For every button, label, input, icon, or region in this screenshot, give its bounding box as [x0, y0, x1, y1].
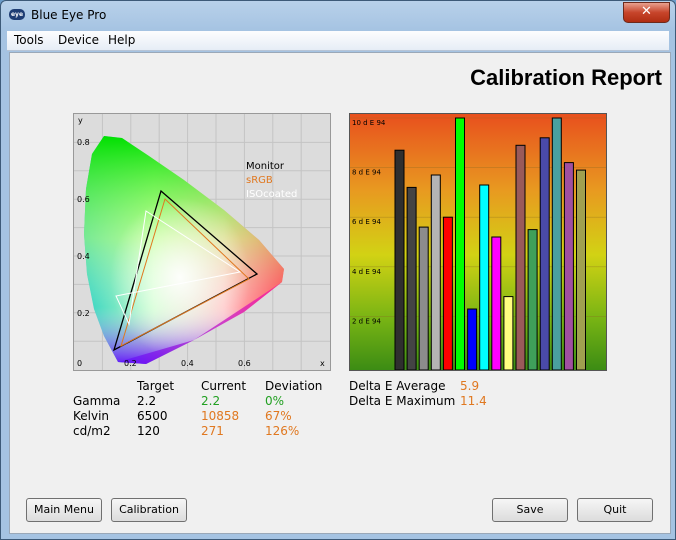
row-luminance-target: 120	[137, 424, 160, 438]
delta-e-bar	[503, 296, 514, 371]
cie-y-tick: 0.6	[77, 195, 90, 204]
header-target: Target	[137, 379, 175, 393]
delta-e-tick-label: 8 d E 94	[352, 169, 381, 177]
close-button[interactable]: ✕	[623, 2, 670, 23]
cie-x-tick: 0.4	[181, 359, 194, 368]
menu-bar: Tools Device Help	[7, 31, 669, 51]
delta-e-tick-label: 10 d E 94	[352, 119, 386, 127]
menu-device[interactable]: Device	[58, 33, 100, 47]
save-button[interactable]: Save	[492, 498, 568, 522]
delta-e-bar	[539, 137, 550, 371]
delta-e-average-label: Delta E Average	[349, 379, 446, 393]
main-menu-button[interactable]: Main Menu	[26, 498, 102, 522]
cie-x-tick: 0.2	[124, 359, 137, 368]
delta-e-bar	[394, 149, 405, 371]
cie-y-axis-label: y	[78, 116, 83, 125]
calibration-button[interactable]: Calibration	[111, 498, 187, 522]
window-title: Blue Eye Pro	[31, 8, 107, 22]
delta-e-bar	[442, 216, 453, 371]
row-kelvin-deviation: 67%	[265, 409, 292, 423]
delta-e-bar	[527, 229, 538, 371]
delta-e-bar	[551, 117, 562, 371]
row-luminance-deviation: 126%	[265, 424, 300, 438]
delta-e-tick-label: 2 d E 94	[352, 317, 381, 325]
row-luminance-current: 271	[201, 424, 224, 438]
delta-e-chart-svg: 10 d E 94 8 d E 94 6 d E 94 4 d E 94 2 d E 9…	[350, 114, 606, 371]
row-kelvin-label: Kelvin	[73, 409, 110, 423]
row-gamma-deviation: 0%	[265, 394, 285, 408]
delta-e-bar	[491, 236, 502, 371]
cie-diagram: y x 0.8 0.6 0.4 0.2 0 0.2 0.4 0.6 Monito…	[73, 113, 331, 371]
delta-e-bar	[479, 184, 490, 371]
cie-x-tick: 0.6	[238, 359, 251, 368]
report-panel: Calibration Report	[9, 52, 671, 534]
menu-tools[interactable]: Tools	[14, 33, 44, 47]
cie-y-tick: 0	[77, 359, 82, 368]
delta-e-bar	[563, 162, 574, 371]
delta-e-bar	[418, 226, 429, 371]
delta-e-bar	[455, 117, 465, 371]
delta-e-tick-label: 6 d E 94	[352, 218, 381, 226]
delta-e-average-value: 5.9	[460, 379, 480, 393]
srgb-gamut	[120, 198, 250, 347]
app-logo-icon: eye	[9, 9, 25, 20]
row-gamma-current: 2.2	[201, 394, 221, 408]
menu-help[interactable]: Help	[108, 33, 136, 47]
delta-e-maximum-label: Delta E Maximum	[349, 394, 456, 408]
row-kelvin-target: 6500	[137, 409, 168, 423]
row-luminance-label: cd/m2	[73, 424, 111, 438]
cie-y-tick: 0.2	[77, 309, 90, 318]
delta-e-tick-label: 4 d E 94	[352, 268, 381, 276]
delta-e-bar	[576, 169, 586, 371]
cie-x-axis-label: x	[320, 359, 325, 368]
delta-e-bar	[467, 308, 478, 371]
cie-y-tick: 0.8	[77, 138, 90, 147]
delta-e-bar	[430, 174, 441, 371]
row-kelvin-current: 10858	[201, 409, 240, 423]
header-current: Current	[201, 379, 247, 393]
legend-monitor: Monitor	[246, 161, 285, 172]
legend-srgb: sRGB	[246, 175, 273, 186]
cie-diagram-svg: y x 0.8 0.6 0.4 0.2 0 0.2 0.4 0.6 Monito…	[74, 114, 330, 370]
quit-button[interactable]: Quit	[577, 498, 653, 522]
delta-e-chart: 10 d E 94 8 d E 94 6 d E 94 4 d E 94 2 d E 9…	[349, 113, 607, 371]
legend-isocoated: ISOcoated	[246, 189, 297, 200]
delta-e-bar	[515, 144, 526, 371]
page-title: Calibration Report	[470, 65, 662, 90]
delta-e-bar	[406, 186, 417, 371]
isocoated-gamut	[115, 210, 242, 326]
delta-e-maximum-value: 11.4	[460, 394, 487, 408]
cie-y-tick: 0.4	[77, 252, 90, 261]
row-gamma-label: Gamma	[73, 394, 121, 408]
row-gamma-target: 2.2	[137, 394, 157, 408]
title-bar[interactable]: eye Blue Eye Pro ✕	[1, 1, 675, 30]
header-deviation: Deviation	[265, 379, 323, 393]
